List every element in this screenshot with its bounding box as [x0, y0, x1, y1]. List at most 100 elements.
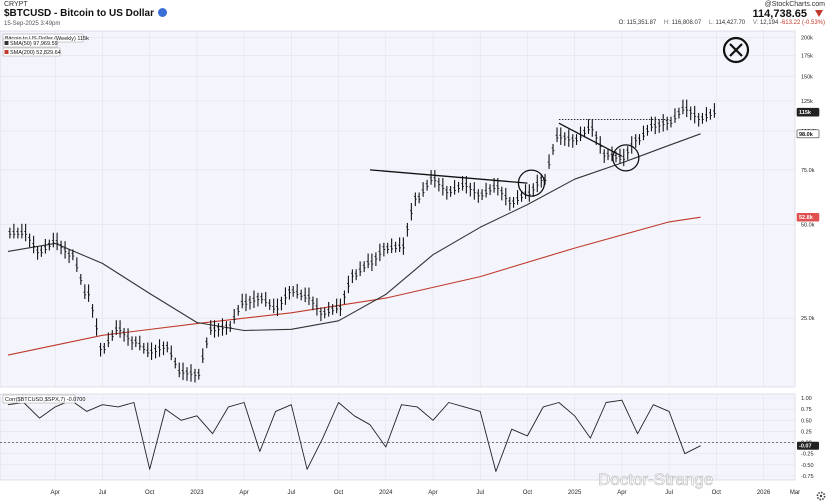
- price-bar: [496, 178, 512, 211]
- price-bar: [401, 192, 417, 255]
- corr-y-tick-label: -0.50: [801, 463, 814, 469]
- price-bar: [307, 287, 323, 322]
- x-tick-label: 2024: [379, 490, 393, 496]
- price-bar: [55, 232, 71, 264]
- price-bar: [685, 99, 701, 127]
- corr-y-tick-label: -0.75: [801, 474, 814, 480]
- svg-text:115k: 115k: [799, 110, 812, 116]
- svg-text:52.8k: 52.8k: [799, 215, 814, 221]
- price-bar: [213, 318, 228, 338]
- price-bar: [244, 290, 260, 312]
- x-tick-label: Jul: [665, 490, 673, 496]
- price-bar: [701, 103, 716, 124]
- x-tick-label: Apr: [428, 490, 437, 496]
- y-tick-label: 125k: [801, 99, 813, 105]
- price-bar: [417, 170, 433, 204]
- high-label: H:: [663, 20, 670, 26]
- trendline: [558, 122, 623, 157]
- legend-sma50: SMA(50) 97,969.59: [10, 41, 58, 47]
- watermark: Doctor-Strange: [598, 470, 713, 489]
- corr-y-tick-label: 0.25: [801, 429, 812, 435]
- last-price: 114,738.65: [752, 8, 807, 20]
- price-bar: [638, 116, 653, 145]
- verified-icon: [158, 7, 168, 17]
- x-tick-label: Oct: [145, 490, 155, 496]
- market-label: CRYPT: [4, 1, 28, 8]
- price-panel-bg: [0, 30, 796, 388]
- price-bar: [260, 292, 276, 314]
- x-tick-label: Jul: [99, 490, 107, 496]
- legend-sma200: SMA(200) 52,829.64: [10, 50, 61, 56]
- volume-label: V:: [752, 20, 759, 26]
- x-tick-label: Oct: [712, 490, 722, 496]
- price-bar: [370, 242, 386, 272]
- price-bar: [559, 127, 575, 148]
- x-tick-label: Oct: [523, 490, 533, 496]
- corr-last-tag: -0.07: [797, 441, 819, 450]
- price-bar: [669, 99, 685, 128]
- y-tick-label: 25.0k: [801, 316, 815, 322]
- settings-gear-icon[interactable]: [816, 491, 826, 501]
- x-tick-label: Apr: [239, 490, 248, 496]
- price-bar: [118, 320, 134, 350]
- price-bar: [150, 339, 165, 360]
- corr-y-tick-label: 0.75: [801, 407, 812, 413]
- price-bar: [197, 320, 213, 380]
- x-tick-label: 2026: [757, 490, 771, 496]
- price-bar: [87, 284, 102, 357]
- price-bar: [386, 237, 402, 254]
- price-bar: [464, 175, 480, 203]
- low-label: L:: [708, 20, 714, 26]
- breakout-circle: [612, 144, 640, 172]
- x-tick-label: Jul: [287, 490, 295, 496]
- low-value: 114,427.70: [715, 20, 746, 26]
- legend-corr: Corr($BTCUSD,$SPX,7) -0.0700: [5, 397, 85, 403]
- y-tick-label: 50.0k: [801, 223, 815, 229]
- y-tick-label: 175k: [801, 54, 813, 60]
- breakout-circle: [517, 169, 546, 197]
- open-label: O:: [618, 20, 625, 26]
- brand-label: @StockCharts.com: [764, 1, 825, 8]
- x-tick-label: 2025: [568, 490, 582, 496]
- x-tick-label: Apr: [51, 490, 60, 496]
- price-bar: [354, 253, 370, 281]
- price-bar: [165, 341, 181, 378]
- price-bar: [449, 175, 464, 197]
- chart-date: 15-Sep-2025 3:49pm: [4, 21, 61, 27]
- price-tag: 98.0k: [796, 129, 820, 139]
- corr-y-tick-label: 1.00: [801, 396, 812, 402]
- x-in-circle-icon: [722, 36, 750, 64]
- x-tick-label: Oct: [334, 490, 344, 496]
- price-bar: [24, 223, 39, 260]
- price-bar: [339, 269, 354, 317]
- corr-y-tick-label: -0.25: [801, 452, 814, 458]
- y-tick-label: 75.0k: [801, 168, 815, 174]
- down-arrow-icon: [815, 10, 823, 17]
- price-bar: [228, 293, 244, 332]
- price-bar: [433, 170, 449, 200]
- price-tag: 115k: [796, 107, 820, 117]
- chart-header: CRYPT $BTCUSD - Bitcoin to US Dollar 15-…: [0, 0, 829, 30]
- open-value: 115,351.87: [626, 20, 657, 26]
- x-tick-label: 2023: [190, 490, 204, 496]
- corr-legend: Corr($BTCUSD,$SPX,7) -0.0700: [2, 394, 85, 404]
- price-bar: [134, 335, 150, 358]
- symbol-title: $BTCUSD - Bitcoin to US Dollar: [4, 8, 155, 19]
- chart-title: $BTCUSD - Bitcoin to US Dollar: [4, 7, 168, 19]
- change-value: -613.22 (-0.53%): [779, 20, 825, 26]
- x-tick-label: Jul: [476, 490, 484, 496]
- price-bar: [8, 223, 24, 239]
- svg-text:98.0k: 98.0k: [799, 132, 814, 138]
- y-tick-label: 200k: [801, 36, 813, 42]
- price-bar: [323, 298, 339, 319]
- price-bar: [181, 362, 197, 383]
- x-tick-label: Apr: [617, 490, 626, 496]
- sma200-line: [7, 216, 701, 356]
- trendline: [369, 169, 528, 184]
- ohlc-row: O: 115,351.87 H: 116,808.07 L: 114,427.7…: [619, 20, 825, 26]
- price-bar: [102, 320, 118, 354]
- price-bar: [39, 232, 55, 257]
- price-bar: [291, 283, 307, 303]
- price-tag: 52.8k: [796, 212, 820, 222]
